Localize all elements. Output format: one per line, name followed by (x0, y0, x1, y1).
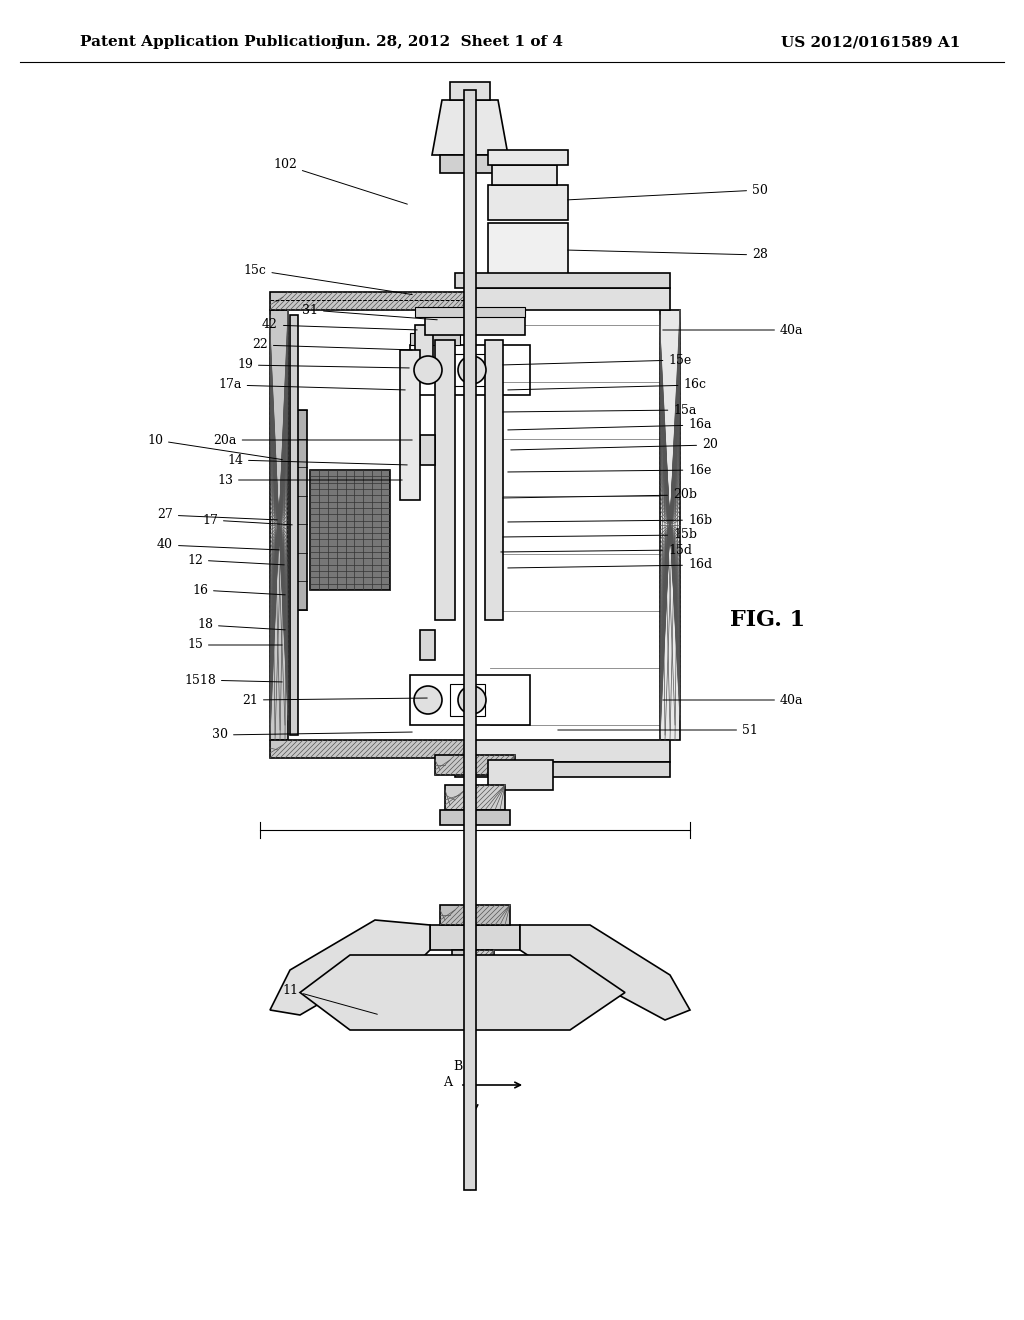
Bar (410, 333, 460, 345)
Text: 16e: 16e (508, 463, 712, 477)
Text: 40: 40 (157, 539, 280, 552)
Bar (440, 154, 500, 173)
Text: 40a: 40a (663, 323, 804, 337)
Bar (435, 341, 455, 620)
Circle shape (458, 686, 486, 714)
Bar (310, 470, 390, 590)
Text: Patent Application Publication: Patent Application Publication (80, 36, 342, 49)
Bar (270, 292, 470, 310)
Text: 20a: 20a (213, 433, 413, 446)
Text: 17a: 17a (218, 379, 406, 392)
Text: 42: 42 (262, 318, 417, 331)
Text: 16: 16 (193, 583, 286, 597)
Bar (400, 350, 420, 500)
Circle shape (414, 356, 442, 384)
Bar (488, 185, 568, 220)
Text: 11: 11 (282, 983, 377, 1014)
Polygon shape (475, 954, 625, 1030)
Bar (450, 684, 485, 715)
Bar (485, 341, 503, 620)
Text: 14: 14 (227, 454, 408, 466)
Text: 15b: 15b (503, 528, 697, 541)
Text: 17: 17 (202, 513, 292, 527)
Text: 16d: 16d (508, 558, 712, 572)
Text: 50: 50 (567, 183, 768, 199)
Bar (415, 325, 433, 370)
Bar (440, 906, 510, 925)
Polygon shape (520, 925, 690, 1020)
Text: 18: 18 (197, 619, 286, 631)
Text: 51: 51 (558, 723, 758, 737)
Text: Jun. 28, 2012  Sheet 1 of 4: Jun. 28, 2012 Sheet 1 of 4 (337, 36, 563, 49)
Bar (410, 345, 530, 395)
Text: A: A (443, 1077, 452, 1089)
Bar (464, 90, 476, 1191)
Polygon shape (300, 954, 475, 1030)
Text: 31: 31 (302, 304, 437, 319)
Bar (498, 275, 558, 290)
Bar (435, 755, 515, 775)
Bar (445, 785, 505, 810)
Bar (450, 82, 490, 100)
Text: 20: 20 (511, 438, 718, 451)
Circle shape (458, 356, 486, 384)
Text: FIG. 1: FIG. 1 (730, 609, 805, 631)
Bar (488, 223, 568, 275)
Text: 30: 30 (212, 729, 413, 742)
Text: 28: 28 (567, 248, 768, 261)
Bar (488, 150, 568, 165)
Bar (470, 288, 670, 310)
Text: 10: 10 (147, 433, 283, 459)
Text: B: B (454, 1060, 463, 1073)
Polygon shape (270, 920, 430, 1015)
Bar (420, 630, 435, 660)
Bar (452, 950, 494, 968)
Bar (450, 354, 485, 385)
Bar (290, 315, 298, 735)
Bar (455, 273, 670, 288)
Text: 15c: 15c (244, 264, 413, 294)
Text: 15e: 15e (503, 354, 691, 367)
Text: 13: 13 (217, 474, 402, 487)
Text: 40a: 40a (663, 693, 804, 706)
Bar (430, 925, 520, 950)
Text: US 2012/0161589 A1: US 2012/0161589 A1 (780, 36, 961, 49)
Bar (425, 321, 460, 333)
Text: 102: 102 (273, 158, 408, 205)
Text: 19: 19 (238, 359, 410, 371)
Text: 12: 12 (187, 553, 285, 566)
Bar (455, 762, 670, 777)
Text: 20b: 20b (503, 488, 697, 502)
Text: 1518: 1518 (184, 673, 283, 686)
Text: 21: 21 (242, 693, 427, 706)
Bar (270, 741, 470, 758)
Bar (660, 310, 680, 741)
Text: 16a: 16a (508, 418, 712, 432)
Bar (410, 675, 530, 725)
Bar (470, 741, 670, 762)
Bar (420, 436, 435, 465)
Circle shape (414, 686, 442, 714)
Bar (425, 317, 525, 335)
Bar (415, 308, 525, 317)
Text: 15a: 15a (503, 404, 696, 417)
Bar (295, 411, 307, 610)
Text: 15d: 15d (501, 544, 692, 557)
Text: 16b: 16b (508, 513, 712, 527)
Text: 15: 15 (187, 639, 283, 652)
Text: 16c: 16c (508, 379, 707, 392)
Bar (492, 165, 557, 185)
Bar (270, 310, 288, 741)
Polygon shape (432, 100, 508, 154)
Text: 27: 27 (157, 508, 278, 521)
Bar (488, 760, 553, 789)
Text: 22: 22 (252, 338, 413, 351)
Bar (440, 810, 510, 825)
